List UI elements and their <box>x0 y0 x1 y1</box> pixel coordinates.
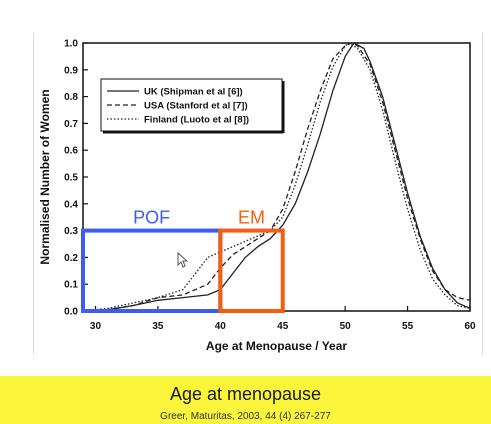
y-tick-label: 0.3 <box>64 226 78 237</box>
y-tick-label: 1.0 <box>64 39 78 50</box>
x-tick-label: 60 <box>464 321 476 332</box>
legend-label-1: UK (Shipman et al [6]) <box>144 87 243 98</box>
y-axis-label: Normalised Number of Women <box>38 89 52 264</box>
annotation-boxes: POF EM <box>81 208 285 314</box>
annotation-label-pof: POF <box>133 208 170 228</box>
x-tick-label: 40 <box>215 321 227 332</box>
y-tick-label: 0.2 <box>64 253 78 264</box>
series-line-2 <box>82 42 471 312</box>
series-line-1 <box>82 42 471 312</box>
legend-label-2: USA (Stanford et al [7]) <box>144 101 248 112</box>
annotation-box-em <box>218 228 285 314</box>
line-chart: 0.0 0.1 0.2 0.3 0.4 0.5 0.6 0.7 0.8 0.9 1.0 30 35 40 4… <box>38 39 476 354</box>
y-tick-label: 0.5 <box>64 173 78 184</box>
mouse-cursor-icon <box>177 251 189 268</box>
y-tick-label: 0.9 <box>64 65 78 76</box>
axes: 0.0 0.1 0.2 0.3 0.4 0.5 0.6 0.7 0.8 0.9 1.0 30 35 40 4… <box>38 39 476 354</box>
series-lines <box>82 42 471 312</box>
caption-source: Greer, Maturitas, 2003, 44 (4) 267-277 <box>160 411 331 422</box>
caption-title: Age at menopause <box>169 384 322 404</box>
x-tick-label: 45 <box>277 321 289 332</box>
y-tick-label: 0.4 <box>64 199 78 210</box>
x-tick-label: 35 <box>152 321 164 332</box>
legend: UK (Shipman et al [6]) USA (Stanford et a… <box>100 78 285 134</box>
x-axis-label: Age at Menopause / Year <box>206 339 347 353</box>
y-tick-label: 0.6 <box>64 146 78 157</box>
y-tick-label: 0.0 <box>64 307 78 318</box>
x-tick-label: 50 <box>340 321 352 332</box>
y-tick-label: 0.8 <box>64 92 78 103</box>
y-tick-label: 0.7 <box>64 119 78 130</box>
y-tick-label: 0.1 <box>64 280 78 291</box>
x-tick-label: 55 <box>402 321 414 332</box>
series-line-3 <box>82 42 471 312</box>
caption-bar: Age at menopause Greer, Maturitas, 2003,… <box>0 376 491 424</box>
legend-label-3: Finland (Luoto et al [8]) <box>144 115 249 126</box>
annotation-box-pof <box>81 228 223 314</box>
annotation-label-em: EM <box>238 208 265 228</box>
x-tick-label: 30 <box>90 321 102 332</box>
